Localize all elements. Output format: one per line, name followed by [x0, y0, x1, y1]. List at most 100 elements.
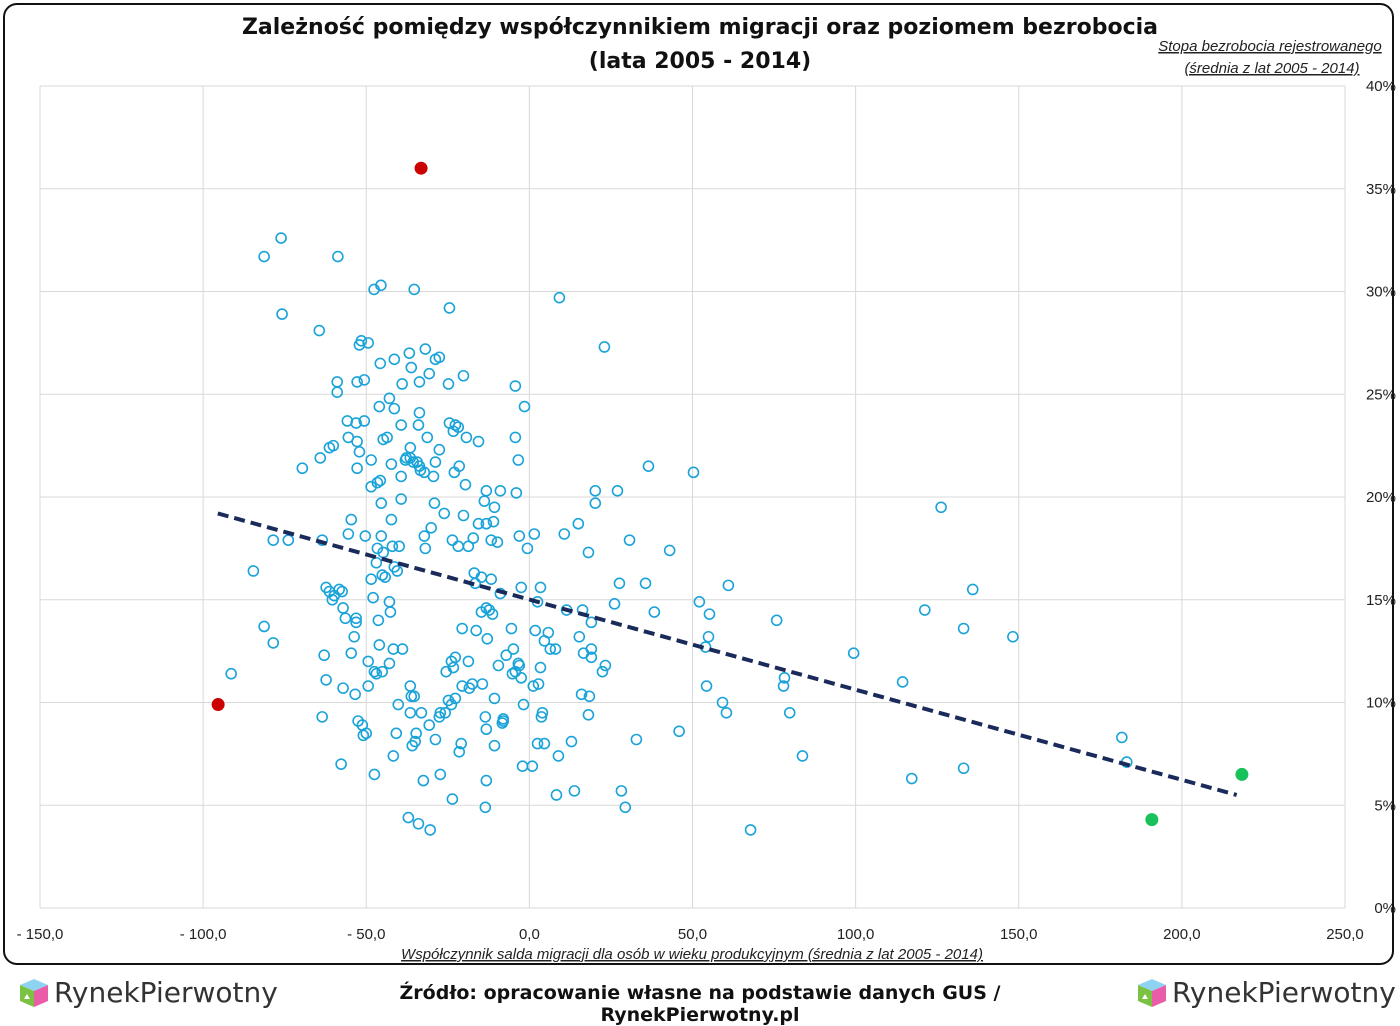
data-point	[630, 733, 643, 746]
data-point	[362, 655, 375, 668]
data-point	[384, 606, 397, 618]
data-point	[374, 474, 387, 487]
data-point	[404, 441, 417, 454]
data-point	[648, 606, 661, 618]
data-point	[327, 439, 340, 452]
data-point	[331, 376, 344, 388]
data-point	[445, 655, 458, 668]
data-point	[388, 353, 401, 366]
data-point	[359, 530, 372, 542]
source-note: Źródło: opracowanie własne na podstawie …	[399, 982, 1001, 1026]
x-tick-label: 150,0	[1000, 926, 1038, 943]
data-point	[534, 661, 547, 674]
data-point	[351, 376, 363, 388]
data-point	[479, 801, 492, 814]
data-point	[957, 622, 970, 635]
data-point	[521, 542, 534, 555]
data-point	[395, 419, 407, 431]
data-point	[488, 501, 501, 514]
data-point	[702, 630, 715, 643]
chart-frame	[3, 3, 1394, 965]
data-point	[337, 682, 349, 694]
data-point	[500, 649, 513, 662]
data-point	[716, 696, 729, 709]
highlighted-point	[1145, 813, 1159, 827]
data-point	[459, 478, 472, 491]
data-point	[443, 302, 456, 314]
data-point	[267, 534, 280, 546]
data-point	[342, 528, 355, 540]
data-point	[479, 711, 492, 723]
data-point	[480, 517, 493, 530]
data-point	[345, 647, 358, 659]
y-tick-label: 35%	[1366, 181, 1396, 198]
data-point	[267, 637, 280, 649]
data-point	[608, 598, 621, 610]
data-point	[413, 406, 426, 419]
chart-title: Zależność pomiędzy współczynnikiem migra…	[242, 15, 1158, 40]
data-point	[379, 571, 391, 583]
data-point	[589, 485, 602, 497]
data-point	[462, 540, 475, 553]
data-point	[492, 659, 505, 672]
data-point	[396, 378, 408, 390]
data-point	[316, 711, 329, 723]
data-point	[453, 746, 466, 758]
data-point	[392, 698, 405, 711]
data-point	[446, 793, 459, 805]
data-point	[515, 672, 528, 684]
data-point	[619, 801, 632, 814]
scatter-chart: - 150,0 - 100,0 - 50,0 0,0 50,0 100,0 150,0 200…	[17, 15, 1396, 963]
data-point	[419, 542, 432, 555]
highlighted-points	[211, 161, 1249, 827]
data-point	[585, 616, 598, 629]
data-point	[388, 402, 401, 415]
data-point	[345, 513, 358, 526]
data-point	[314, 452, 327, 464]
data-point	[778, 672, 791, 684]
data-point	[371, 542, 384, 555]
data-point	[388, 561, 401, 573]
y-tick-label: 0%	[1374, 900, 1396, 917]
y-tick-label: 40%	[1366, 78, 1396, 95]
x-tick-label: 50,0	[678, 926, 707, 943]
data-point	[376, 665, 389, 678]
data-point	[550, 789, 563, 801]
data-point	[429, 456, 442, 468]
data-point	[480, 723, 493, 736]
data-point	[553, 291, 566, 304]
data-point	[381, 431, 393, 444]
data-point	[393, 540, 406, 553]
data-point	[596, 665, 609, 678]
data-point	[365, 454, 377, 466]
y-tick-label: 10%	[1366, 695, 1396, 712]
data-point	[383, 392, 396, 405]
data-point	[423, 367, 436, 380]
data-point	[589, 497, 602, 509]
data-point	[518, 400, 531, 413]
data-point	[413, 376, 426, 388]
data-point	[534, 581, 547, 594]
footer: RynekPierwotny Źródło: opracowanie własn…	[0, 972, 1400, 1026]
data-point	[585, 651, 598, 664]
data-point	[481, 632, 494, 645]
data-point	[374, 357, 387, 370]
data-point	[575, 688, 588, 701]
y-tick-label: 20%	[1366, 489, 1396, 506]
data-point	[611, 485, 624, 497]
data-point	[457, 369, 470, 382]
data-point	[276, 308, 288, 320]
data-point	[371, 476, 384, 489]
data-point	[405, 361, 418, 374]
data-point	[275, 232, 287, 244]
data-point	[412, 817, 425, 830]
data-point	[585, 643, 598, 655]
data-point	[572, 517, 585, 530]
data-point	[532, 678, 545, 690]
data-point	[427, 470, 440, 483]
data-point	[362, 337, 375, 349]
data-point	[333, 583, 345, 596]
data-point	[336, 585, 348, 598]
data-point	[693, 596, 706, 608]
data-point	[406, 739, 419, 752]
